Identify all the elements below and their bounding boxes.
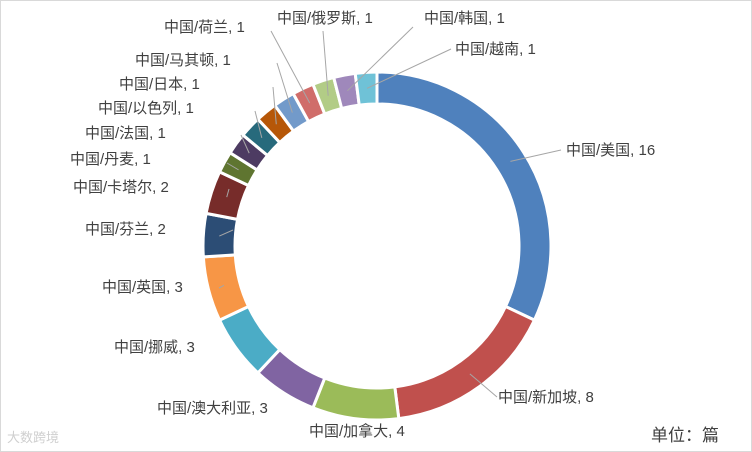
leader-line-1 <box>469 373 498 398</box>
watermark: 大数跨境 <box>7 430 60 445</box>
data-label-7: 中国/卡塔尔, 2 <box>73 179 169 196</box>
slice-5 <box>201 253 251 323</box>
data-label-5: 中国/英国, 3 <box>102 278 183 296</box>
leader-line-10 <box>254 110 263 138</box>
data-label-16: 中国/越南, 1 <box>455 41 536 58</box>
leader-line-5 <box>218 284 225 289</box>
data-label-12: 中国/马其顿, 1 <box>135 52 231 69</box>
data-label-4: 中国/挪威, 3 <box>114 339 195 356</box>
slice-0 <box>375 70 553 323</box>
data-label-15: 中国/韩国, 1 <box>424 10 505 27</box>
data-label-9: 中国/法国, 1 <box>85 125 166 142</box>
slice-16 <box>353 70 379 107</box>
data-label-13: 中国/荷兰, 1 <box>164 19 245 36</box>
data-label-6: 中国/芬兰, 2 <box>85 221 166 238</box>
slice-2 <box>310 376 401 422</box>
data-label-2: 中国/加拿大, 4 <box>309 422 405 440</box>
leader-line-16 <box>366 48 452 89</box>
data-label-14: 中国/俄罗斯, 1 <box>277 10 373 27</box>
leader-line-0 <box>510 149 562 162</box>
data-label-8: 中国/丹麦, 1 <box>70 151 151 168</box>
leader-line-14 <box>322 30 329 96</box>
leader-line-7 <box>226 188 230 198</box>
leader-line-13 <box>270 30 311 104</box>
unit-label: 单位：篇 <box>651 426 719 445</box>
data-label-11: 中国/日本, 1 <box>119 76 200 93</box>
leader-line-12 <box>276 62 293 113</box>
leader-line-11 <box>272 86 277 125</box>
leader-line-9 <box>240 134 250 154</box>
data-label-0: 中国/美国, 16 <box>566 142 655 159</box>
data-label-1: 中国/新加坡, 8 <box>498 389 594 406</box>
data-label-10: 中国/以色列, 1 <box>98 100 194 117</box>
leader-line-6 <box>219 229 234 237</box>
leader-line-15 <box>347 26 414 92</box>
data-label-3: 中国/澳大利亚, 3 <box>157 400 268 417</box>
leader-line-8 <box>226 162 239 171</box>
